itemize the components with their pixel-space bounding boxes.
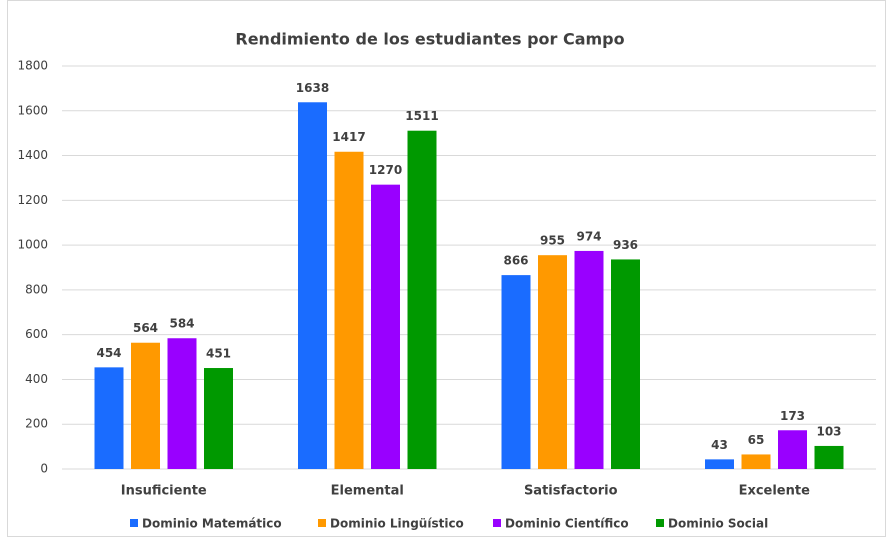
data-label: 974 <box>576 229 601 243</box>
y-tick-label: 1800 <box>17 59 48 73</box>
bar <box>574 250 604 469</box>
data-label: 65 <box>748 433 765 447</box>
legend-swatch <box>130 519 138 527</box>
bar <box>298 102 327 470</box>
bar <box>407 130 437 469</box>
bar <box>814 445 844 469</box>
bar <box>204 368 233 469</box>
y-tick-label: 200 <box>25 417 48 431</box>
data-label: 564 <box>133 321 158 335</box>
data-label: 936 <box>613 238 638 252</box>
x-tick-label: Excelente <box>739 484 811 499</box>
data-label: 1417 <box>332 130 365 144</box>
bar <box>778 430 807 469</box>
bar <box>538 255 567 469</box>
bar <box>611 259 640 469</box>
data-label: 173 <box>780 409 805 423</box>
y-tick-label: 600 <box>25 327 48 341</box>
y-tick-label: 800 <box>25 282 48 296</box>
bar <box>741 454 771 469</box>
data-label: 866 <box>503 254 528 268</box>
legend-swatch <box>493 519 501 527</box>
bar <box>371 184 400 469</box>
y-tick-label: 1400 <box>17 148 48 162</box>
legend-label: Dominio Social <box>668 517 768 531</box>
legend-label: Dominio Matemático <box>142 517 282 531</box>
data-label: 454 <box>96 346 121 360</box>
chart-title: Rendimiento de los estudiantes por Campo <box>235 30 624 49</box>
legend-label: Dominio Lingüístico <box>330 517 464 531</box>
bar <box>705 459 734 469</box>
x-tick-label: Elemental <box>331 484 404 499</box>
data-label: 955 <box>540 234 565 248</box>
data-label: 584 <box>169 317 194 331</box>
y-tick-label: 0 <box>40 462 48 476</box>
x-tick-label: Satisfactorio <box>524 484 618 499</box>
data-label: 451 <box>206 347 231 361</box>
data-label: 1638 <box>296 81 329 95</box>
legend-swatch <box>656 519 664 527</box>
data-label: 1511 <box>405 109 438 123</box>
x-tick-label: Insuficiente <box>121 484 207 499</box>
legend-swatch <box>318 519 326 527</box>
data-label: 1270 <box>369 163 402 177</box>
legend-label: Dominio Científico <box>505 517 629 531</box>
y-tick-label: 1600 <box>17 103 48 117</box>
data-label: 103 <box>816 424 841 438</box>
bar <box>167 338 197 469</box>
bar <box>501 275 531 469</box>
bar <box>94 367 124 469</box>
y-tick-label: 1200 <box>17 193 48 207</box>
y-tick-label: 400 <box>25 372 48 386</box>
bar <box>131 342 160 469</box>
y-tick-label: 1000 <box>17 238 48 252</box>
data-label: 43 <box>711 438 728 452</box>
bar <box>334 151 364 469</box>
